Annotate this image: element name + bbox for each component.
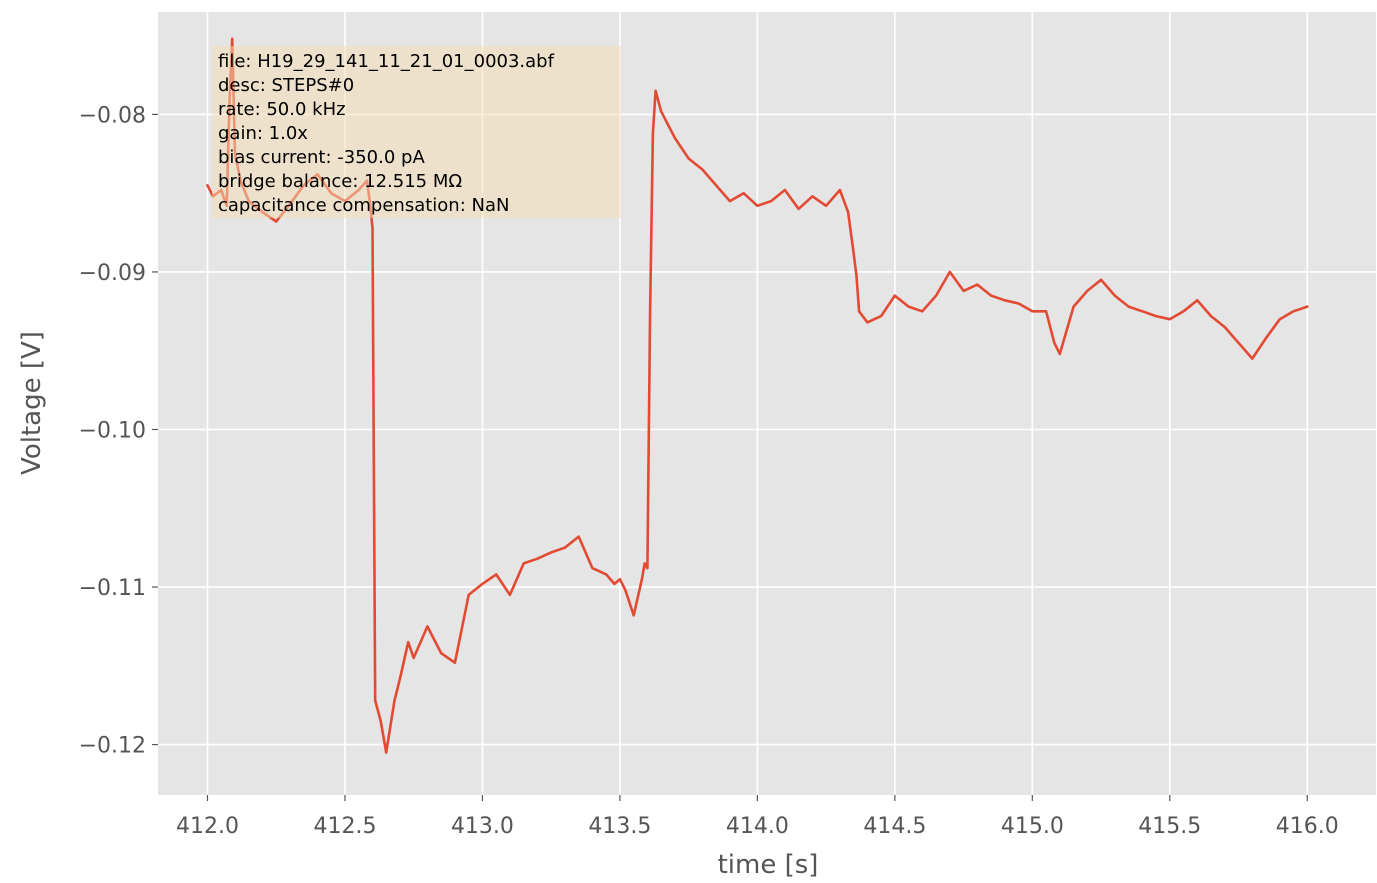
- x-tick-label: 412.0: [176, 814, 239, 839]
- info-line: gain: 1.0x: [218, 123, 308, 144]
- x-tick-label: 416.0: [1276, 814, 1339, 839]
- y-tick-label: −0.11: [79, 576, 146, 601]
- x-tick-label: 412.5: [313, 814, 376, 839]
- y-tick-label: −0.12: [79, 734, 146, 759]
- y-tick-label: −0.10: [79, 418, 146, 443]
- y-tick-labels: −0.08 −0.09 −0.10 −0.11 −0.12: [79, 103, 158, 759]
- y-axis-label: Voltage [V]: [17, 331, 47, 475]
- x-tick-label: 415.0: [1001, 814, 1064, 839]
- x-tick-label: 414.5: [863, 814, 926, 839]
- x-tick-label: 413.0: [451, 814, 514, 839]
- info-line: bridge balance: 12.515 MΩ: [218, 171, 462, 192]
- recording-info-box: [212, 46, 621, 218]
- info-line: desc: STEPS#0: [218, 75, 354, 96]
- recording-info-text: file: H19_29_141_11_21_01_0003.abf desc: …: [218, 51, 555, 216]
- info-line: file: H19_29_141_11_21_01_0003.abf: [218, 51, 555, 72]
- info-line: rate: 50.0 kHz: [218, 99, 346, 120]
- info-line: capacitance compensation: NaN: [218, 195, 509, 216]
- x-tick-label: 413.5: [588, 814, 651, 839]
- x-tick-labels: 412.0 412.5 413.0 413.5 414.0 414.5 415.0 415.5…: [176, 795, 1339, 839]
- y-tick-label: −0.08: [79, 103, 146, 128]
- x-tick-label: 414.0: [726, 814, 789, 839]
- x-tick-label: 415.5: [1138, 814, 1201, 839]
- x-axis-label: time [s]: [718, 850, 819, 880]
- info-line: bias current: -350.0 pA: [218, 147, 425, 168]
- y-tick-label: −0.09: [79, 261, 146, 286]
